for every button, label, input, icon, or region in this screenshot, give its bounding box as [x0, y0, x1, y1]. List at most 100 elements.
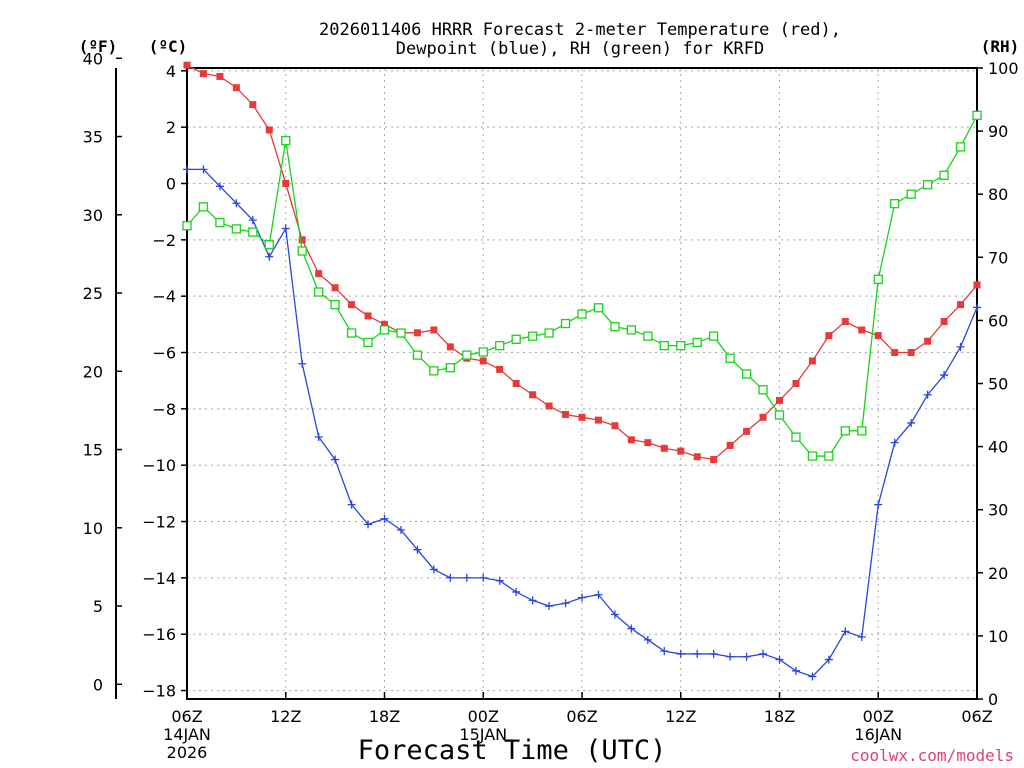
rh-tick-label: 0: [988, 690, 998, 709]
dewpoint-point: [956, 342, 965, 351]
dewpoint-point: [907, 418, 916, 427]
temperature-point: [644, 439, 652, 447]
credit-text: coolwx.com/models: [850, 746, 1014, 765]
rh-point: [791, 432, 801, 442]
temperature-point: [710, 456, 718, 464]
dewpoint-point: [183, 165, 191, 174]
rh-tick-label: 50: [988, 375, 1008, 394]
celsius-tick-label: −6: [152, 344, 176, 363]
rh-point: [626, 325, 637, 335]
celsius-tick-label: −10: [142, 456, 176, 475]
rh-point: [610, 322, 620, 332]
dewpoint-point: [742, 652, 751, 661]
rh-point: [972, 110, 982, 120]
x-tick-label: 06Z: [566, 707, 597, 726]
rh-point: [807, 451, 818, 461]
dewpoint-point: [479, 573, 488, 582]
x-tick-label: 06Z: [961, 707, 992, 726]
rh-tick-label: 40: [988, 438, 1008, 457]
dewpoint-point: [281, 224, 290, 233]
rh-point: [725, 353, 735, 363]
temperature-point: [776, 396, 783, 404]
grid-lines: [187, 68, 977, 699]
celsius-tick-label: −14: [142, 569, 176, 588]
x-tick-label: 18Z: [764, 707, 795, 726]
rh-point: [511, 334, 521, 344]
temperature-point: [841, 318, 849, 326]
rh-point: [890, 199, 900, 209]
rh-point: [198, 202, 209, 212]
rh-point: [643, 331, 653, 341]
temperature-point: [381, 320, 388, 328]
dewpoint-point: [940, 371, 949, 380]
temperature-point: [545, 402, 553, 410]
rh-tick-label: 10: [988, 627, 1008, 646]
temperature-point: [891, 349, 899, 357]
rh-point: [939, 170, 949, 180]
temperature-point: [726, 441, 734, 449]
dewpoint-point: [824, 655, 833, 664]
temperature-point: [446, 343, 454, 351]
temperature-point: [331, 284, 339, 292]
dewpoint-point: [248, 216, 257, 225]
dewpoint-point: [808, 672, 817, 681]
temperature-point: [792, 380, 800, 387]
rh-point: [495, 340, 505, 351]
data-series: [182, 61, 982, 681]
temperature-point: [348, 301, 356, 309]
temperature-point: [677, 447, 685, 455]
temperature-point: [562, 410, 570, 418]
dewpoint-point: [545, 602, 554, 611]
rh-point: [231, 224, 242, 234]
rh-point: [215, 217, 225, 228]
celsius-tick-label: −12: [142, 513, 176, 532]
fahrenheit-unit-label: (ºF): [79, 37, 118, 56]
dewpoint-point: [495, 576, 504, 585]
fahrenheit-tick-label: 25: [83, 284, 103, 303]
dewpoint-point: [578, 593, 586, 602]
celsius-tick-label: 4: [166, 62, 176, 81]
dewpoint-point: [693, 649, 702, 658]
fahrenheit-tick-label: 10: [83, 519, 103, 538]
celsius-tick-label: 2: [166, 118, 176, 137]
dewpoint-point: [215, 182, 224, 191]
rh-point: [774, 410, 785, 420]
dewpoint-point: [610, 610, 619, 619]
rh-point: [281, 135, 291, 146]
temperature-point: [743, 427, 751, 435]
celsius-tick-label: −18: [142, 682, 176, 701]
dewpoint-point: [726, 652, 735, 661]
dewpoint-point: [232, 199, 241, 208]
x-tick-date: 14JAN: [163, 725, 211, 744]
fahrenheit-tick-label: 15: [83, 441, 103, 460]
dewpoint-point: [512, 587, 521, 596]
dewpoint-point: [973, 303, 981, 312]
rh-point: [478, 347, 488, 357]
temperature-series: [183, 61, 981, 464]
temperature-point: [298, 236, 306, 244]
dewpoint-point: [709, 649, 718, 658]
x-tick-date: 16JAN: [854, 725, 902, 744]
rh-point: [264, 240, 274, 250]
temperature-point: [413, 329, 421, 337]
temperature-point: [825, 332, 833, 340]
dewpoint-point: [331, 455, 340, 464]
celsius-tick-label: −2: [152, 231, 176, 250]
fahrenheit-tick-label: 30: [83, 206, 103, 225]
temperature-point: [578, 413, 586, 421]
rh-point: [379, 325, 390, 335]
rh-point: [544, 328, 554, 338]
dewpoint-point: [643, 635, 652, 644]
dewpoint-point: [759, 649, 768, 658]
dewpoint-point: [660, 647, 669, 656]
temperature-point: [611, 422, 619, 430]
rh-point: [922, 180, 933, 190]
dewpoint-point: [380, 514, 389, 523]
rh-point: [741, 369, 752, 379]
rh-series: [182, 110, 982, 461]
temperature-point: [858, 326, 866, 334]
dewpoint-point: [396, 525, 405, 534]
dewpoint-point: [923, 390, 932, 399]
rh-point: [412, 350, 423, 360]
temperature-point: [479, 357, 487, 365]
